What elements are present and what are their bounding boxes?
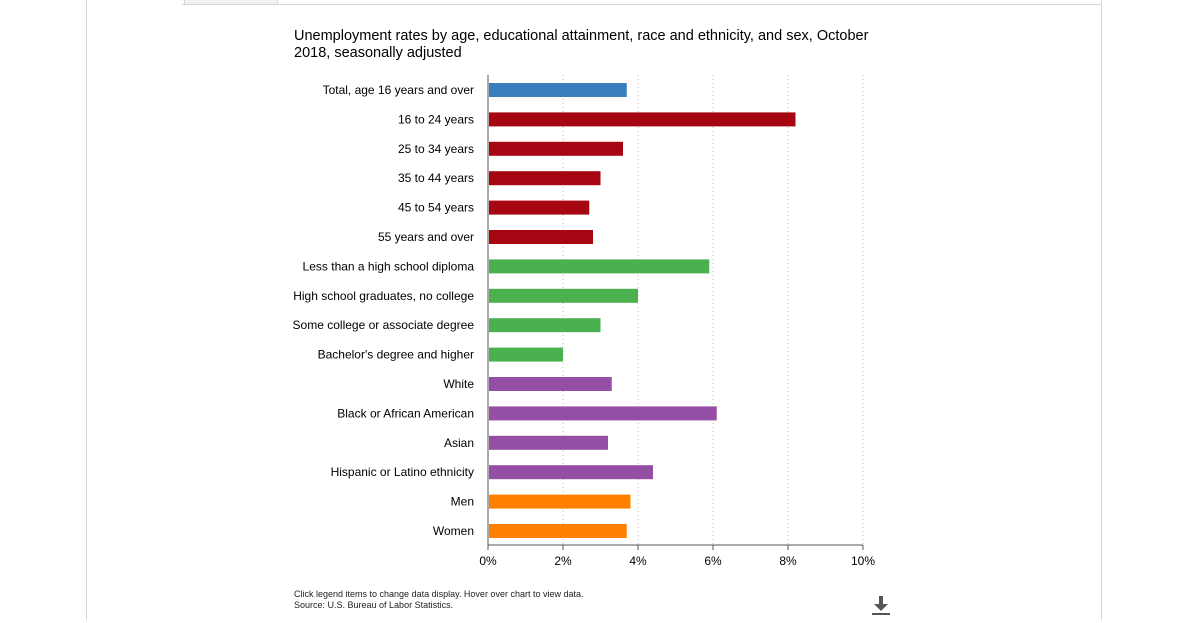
- panel-border-right: [1101, 0, 1102, 620]
- x-tick-label-4: 8%: [779, 554, 797, 568]
- category-label-5: 55 years and over: [378, 230, 474, 244]
- category-label-11: Black or African American: [337, 406, 474, 420]
- category-label-2: 25 to 34 years: [398, 142, 474, 156]
- category-labels: Total, age 16 years and over 16 to 24 yea…: [293, 83, 475, 538]
- category-label-4: 45 to 54 years: [398, 201, 474, 215]
- category-label-12: Asian: [444, 436, 474, 450]
- category-label-10: White: [443, 377, 474, 391]
- bar-0[interactable]: [489, 83, 627, 97]
- bar-12[interactable]: [489, 435, 608, 450]
- category-label-1: 16 to 24 years: [398, 112, 474, 126]
- x-tick-label-0: 0%: [479, 554, 497, 568]
- bar-9[interactable]: [489, 347, 563, 362]
- bar-1[interactable]: [489, 112, 796, 127]
- bar-7[interactable]: [489, 288, 638, 303]
- category-label-9: Bachelor's degree and higher: [318, 348, 474, 362]
- bar-2[interactable]: [489, 141, 623, 156]
- x-tick-label-1: 2%: [554, 554, 572, 568]
- category-label-6: Less than a high school diploma: [303, 259, 475, 273]
- download-button[interactable]: [869, 594, 893, 618]
- footnote-instructions: Click legend items to change data displa…: [294, 589, 584, 599]
- bar-11[interactable]: [489, 406, 717, 421]
- bar-14[interactable]: [489, 494, 631, 509]
- chart-footnote: Click legend items to change data displa…: [294, 589, 583, 611]
- bars: [489, 83, 796, 538]
- x-tick-label-5: 10%: [851, 554, 875, 568]
- x-tick-label-2: 4%: [629, 554, 647, 568]
- bar-13[interactable]: [489, 465, 653, 480]
- bar-10[interactable]: [489, 377, 612, 391]
- category-label-7: High school graduates, no college: [293, 289, 474, 303]
- bar-4[interactable]: [489, 200, 590, 215]
- bar-8[interactable]: [489, 318, 601, 333]
- footnote-source: Source: U.S. Bureau of Labor Statistics.: [294, 600, 454, 610]
- bar-5[interactable]: [489, 230, 593, 244]
- download-icon: [872, 596, 890, 615]
- panel-border-left: [86, 0, 87, 620]
- category-label-8: Some college or associate degree: [293, 318, 475, 332]
- bar-15[interactable]: [489, 524, 627, 538]
- x-tick-labels: 0% 2% 4% 6% 8% 10%: [479, 554, 875, 568]
- bar-3[interactable]: [489, 171, 601, 186]
- category-label-3: 35 to 44 years: [398, 171, 474, 185]
- axes: [487, 75, 864, 550]
- chart-title: Unemployment rates by age, educational a…: [294, 28, 869, 61]
- category-label-15: Women: [433, 524, 474, 538]
- x-tick-label-3: 6%: [704, 554, 722, 568]
- bar-6[interactable]: [489, 259, 710, 274]
- category-label-13: Hispanic or Latino ethnicity: [331, 465, 474, 479]
- category-label-0: Total, age 16 years and over: [323, 83, 474, 97]
- category-label-14: Men: [451, 495, 474, 509]
- panel-tab[interactable]: [184, 0, 278, 4]
- panel-border-top: [182, 4, 1101, 5]
